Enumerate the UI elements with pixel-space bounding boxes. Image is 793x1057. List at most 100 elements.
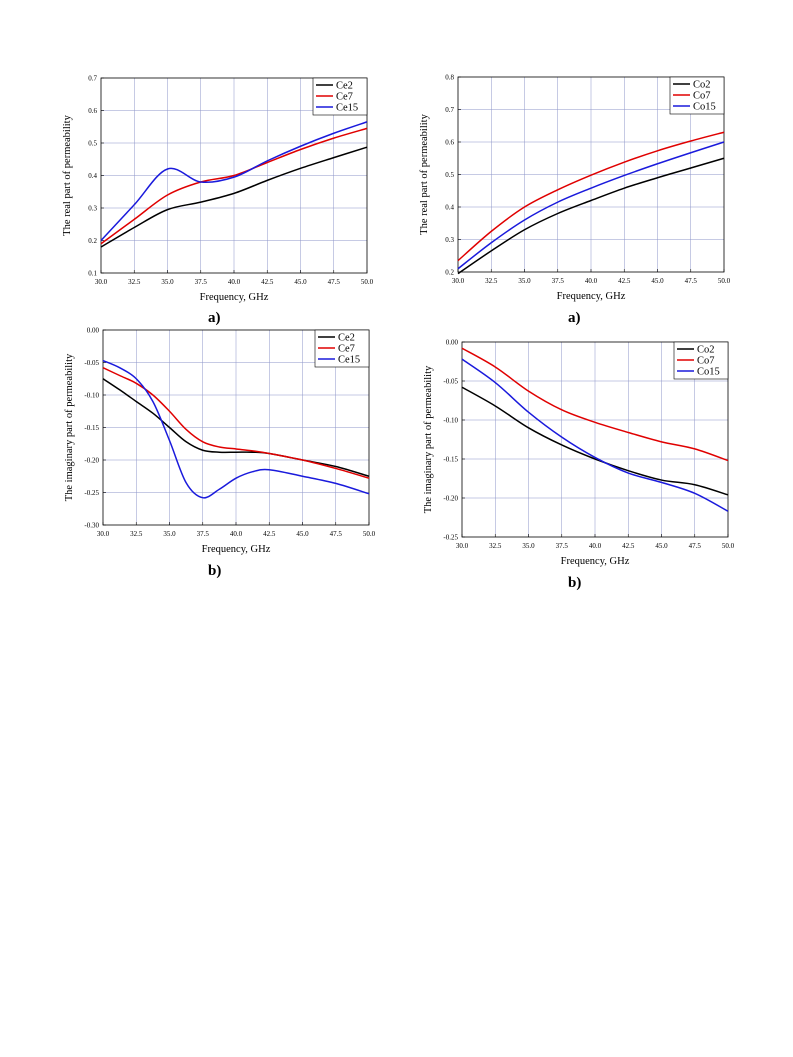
chart0-series-Ce2 xyxy=(100,146,368,248)
chart3-series-Co15 xyxy=(461,358,729,512)
chart3-xtick-label-5: 42.5 xyxy=(622,542,635,550)
chart1-xtick-label-4: 40.0 xyxy=(585,277,598,285)
chart3-series-Co7 xyxy=(461,347,729,462)
chart0-legend-label-Ce15: Ce15 xyxy=(336,103,358,114)
chart3-xtick-label-1: 32.5 xyxy=(489,542,502,550)
chart0-legend-label-Ce2: Ce2 xyxy=(336,81,353,92)
chart0-xtick-label-7: 47.5 xyxy=(328,278,341,286)
chart0-xtick-label-5: 42.5 xyxy=(261,278,274,286)
chart0-ytick-label-1: 0.2 xyxy=(88,237,97,245)
chart1-ytick-label-6: 0.8 xyxy=(445,74,454,82)
chart3-ytick-label-5: -0.25 xyxy=(443,534,458,542)
chart1-legend-label-Co7: Co7 xyxy=(693,91,711,102)
chart1-xtick-label-3: 37.5 xyxy=(552,277,565,285)
chart-imag-ce-svg: 30.0 32.5 35.0 37.5 40.0 42.5 45.0 47.5 50.0 0.00… xyxy=(64,327,376,556)
chart2-xaxis-label: Frequency, GHz xyxy=(202,544,271,555)
chart3-ytick-label-0: 0.00 xyxy=(446,339,459,347)
chart0-ytick-label-4: 0.5 xyxy=(88,140,97,148)
chart1-series-Co7 xyxy=(457,131,725,262)
chart2-ytick-label-0: 0.00 xyxy=(87,327,100,335)
chart3-legend-label-Co2: Co2 xyxy=(697,345,715,356)
chart2-ytick-label-1: -0.05 xyxy=(84,359,99,367)
chart1-series-Co2 xyxy=(457,157,725,275)
chart1-xtick-label-5: 42.5 xyxy=(618,277,631,285)
caption-imag-co: b) xyxy=(568,575,582,591)
chart-real-ce-svg: 30.0 32.5 35.0 37.5 40.0 42.5 45.0 47.5 50.0 0.1 0… xyxy=(62,75,374,304)
chart1-ytick-label-5: 0.7 xyxy=(445,106,454,114)
caption-real-ce: a) xyxy=(208,310,221,326)
chart0-ytick-label-6: 0.7 xyxy=(88,75,97,83)
chart2-xtick-label-7: 47.5 xyxy=(330,530,343,538)
chart1-ytick-label-2: 0.4 xyxy=(445,204,454,212)
chart-imag-co-svg: 30.0 32.5 35.0 37.5 40.0 42.5 45.0 47.5 50.0 0.00… xyxy=(423,339,735,568)
chart2-ytick-label-2: -0.10 xyxy=(84,392,99,400)
chart2-xtick-label-1: 32.5 xyxy=(130,530,143,538)
chart0-series-Ce7 xyxy=(100,127,368,245)
chart1-xtick-label-1: 32.5 xyxy=(485,277,498,285)
chart0-xtick-label-2: 35.0 xyxy=(161,278,174,286)
chart3-xtick-label-0: 30.0 xyxy=(456,542,469,550)
chart3-series-Co2 xyxy=(461,386,729,496)
chart0-xtick-label-1: 32.5 xyxy=(128,278,141,286)
chart3-ytick-label-3: -0.15 xyxy=(443,456,458,464)
chart0-yaxis-label: The real part of permeability xyxy=(62,114,73,235)
chart3-yaxis-label: The imaginary part of permeability xyxy=(423,365,434,513)
chart2-xtick-label-0: 30.0 xyxy=(97,530,110,538)
chart2-xtick-label-5: 42.5 xyxy=(263,530,276,538)
chart3-ytick-label-1: -0.05 xyxy=(443,378,458,386)
chart-imag-co: 30.0 32.5 35.0 37.5 40.0 42.5 45.0 47.5 50.0 0.00… xyxy=(412,335,747,580)
chart2-series-Ce7 xyxy=(102,367,370,479)
chart0-xaxis-label: Frequency, GHz xyxy=(200,292,269,303)
chart2-yaxis-label: The imaginary part of permeability xyxy=(64,353,75,501)
chart0-ytick-label-0: 0.1 xyxy=(88,270,97,278)
chart0-ytick-label-5: 0.6 xyxy=(88,107,97,115)
chart0-series-Ce15 xyxy=(100,121,368,242)
caption-real-co: a) xyxy=(568,310,581,326)
chart3-xaxis-label: Frequency, GHz xyxy=(561,556,630,567)
chart3-xtick-label-2: 35.0 xyxy=(522,542,535,550)
chart0-xtick-label-0: 30.0 xyxy=(95,278,108,286)
chart-real-co: 30.0 32.5 35.0 37.5 40.0 42.5 45.0 47.5 50.0 0.2 0… xyxy=(412,70,747,310)
chart2-legend-label-Ce7: Ce7 xyxy=(338,344,355,355)
chart2-xtick-label-2: 35.0 xyxy=(163,530,176,538)
chart1-ytick-label-3: 0.5 xyxy=(445,171,454,179)
chart1-xtick-label-2: 35.0 xyxy=(518,277,531,285)
chart2-ytick-label-6: -0.30 xyxy=(84,522,99,530)
chart-real-co-svg: 30.0 32.5 35.0 37.5 40.0 42.5 45.0 47.5 50.0 0.2 0… xyxy=(419,74,731,303)
chart3-xtick-label-3: 37.5 xyxy=(556,542,569,550)
chart2-legend-label-Ce15: Ce15 xyxy=(338,355,360,366)
chart2-ytick-label-3: -0.15 xyxy=(84,424,99,432)
chart0-xtick-label-6: 45.0 xyxy=(294,278,307,286)
chart2-series-Ce15 xyxy=(102,359,370,499)
chart1-series-Co15 xyxy=(457,141,725,270)
chart1-xtick-label-7: 47.5 xyxy=(685,277,698,285)
chart2-ytick-label-4: -0.20 xyxy=(84,457,99,465)
chart3-xtick-label-8: 50.0 xyxy=(722,542,735,550)
chart2-ytick-label-5: -0.25 xyxy=(84,489,99,497)
chart1-xtick-label-8: 50.0 xyxy=(718,277,731,285)
chart2-legend-label-Ce2: Ce2 xyxy=(338,333,355,344)
chart0-ytick-label-2: 0.3 xyxy=(88,205,97,213)
chart1-legend-label-Co2: Co2 xyxy=(693,80,711,91)
chart1-ytick-label-0: 0.2 xyxy=(445,269,454,277)
chart2-xtick-label-6: 45.0 xyxy=(296,530,309,538)
chart3-ytick-label-2: -0.10 xyxy=(443,417,458,425)
chart2-xtick-label-4: 40.0 xyxy=(230,530,243,538)
chart1-xtick-label-0: 30.0 xyxy=(452,277,465,285)
chart3-legend-label-Co15: Co15 xyxy=(697,367,720,378)
chart1-xtick-label-6: 45.0 xyxy=(651,277,664,285)
chart1-legend-label-Co15: Co15 xyxy=(693,102,716,113)
chart-real-ce: 30.0 32.5 35.0 37.5 40.0 42.5 45.0 47.5 50.0 0.1 0… xyxy=(55,70,390,310)
chart0-ytick-label-3: 0.4 xyxy=(88,172,97,180)
chart2-xtick-label-3: 37.5 xyxy=(197,530,210,538)
chart-imag-ce: 30.0 32.5 35.0 37.5 40.0 42.5 45.0 47.5 50.0 0.00… xyxy=(55,322,390,565)
caption-imag-ce: b) xyxy=(208,563,222,579)
chart0-legend-label-Ce7: Ce7 xyxy=(336,92,353,103)
chart1-xaxis-label: Frequency, GHz xyxy=(557,291,626,302)
chart1-ytick-label-1: 0.3 xyxy=(445,236,454,244)
chart3-xtick-label-6: 45.0 xyxy=(655,542,668,550)
chart0-xtick-label-8: 50.0 xyxy=(361,278,374,286)
chart3-ytick-label-4: -0.20 xyxy=(443,495,458,503)
chart2-xtick-label-8: 50.0 xyxy=(363,530,376,538)
chart1-ytick-label-4: 0.6 xyxy=(445,139,454,147)
